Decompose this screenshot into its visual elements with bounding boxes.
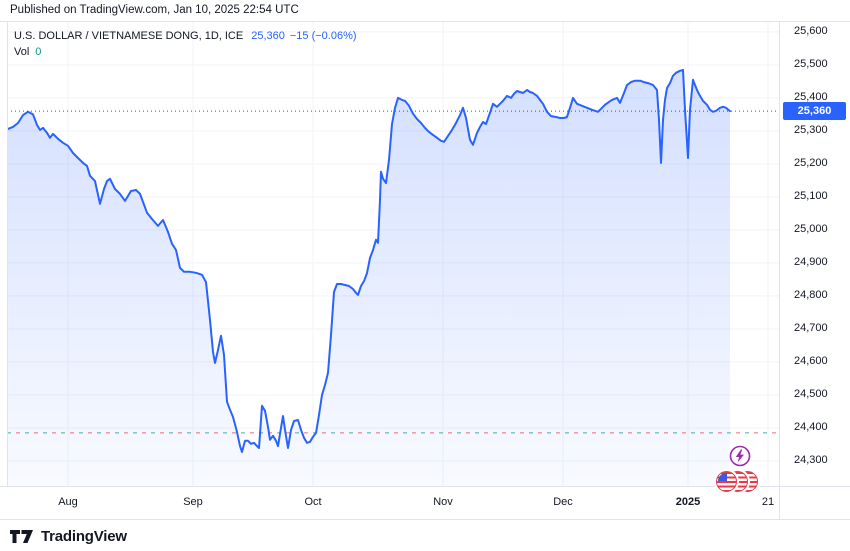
y-axis-tick-label: 25,300 [794,123,828,136]
price-line-series [7,68,731,453]
x-axis-tick-label: Dec [553,496,573,508]
footer: TradingView [0,520,850,551]
tradingview-logo[interactable]: TradingView [10,528,127,545]
y-axis-tick-label: 24,300 [794,453,828,466]
tradingview-logo-icon [10,530,33,543]
time-axis[interactable]: Aug Sep Oct Nov Dec 2025 21 [7,487,779,519]
y-axis-tick-label: 25,100 [794,189,828,202]
y-axis-tick-label: 24,400 [794,420,828,433]
flag-us-icon [716,471,737,492]
y-axis-tick-label: 24,500 [794,387,828,400]
plot-bottom-border [0,486,850,487]
y-axis-tick-label: 25,400 [794,90,828,103]
x-axis-tick-label: 21 [761,496,775,508]
lightning-icon[interactable] [729,445,751,467]
volume-value: 0 [35,46,42,59]
tradingview-brand-text: TradingView [41,528,127,545]
y-axis-tick-label: 24,600 [794,354,828,367]
published-text: Published on TradingView.com, Jan 10, 20… [10,4,299,16]
plot-left-border [7,22,8,486]
x-axis-tick-label: Aug [58,496,78,508]
price-change-value: −15 (−0.06%) [289,30,357,43]
volume-label[interactable]: Vol [14,46,30,59]
last-price-value: 25,360 [251,30,285,43]
y-axis-tick-label: 24,900 [794,255,828,268]
price-chart[interactable] [7,22,779,486]
x-axis-tick-label: Sep [183,496,203,508]
x-axis-tick-label: Oct [304,496,322,508]
flags-stack-icon[interactable] [716,471,762,494]
y-axis-tick-label: 25,000 [794,222,828,235]
footer-separator [0,519,850,520]
chart-legend: U.S. DOLLAR / VIETNAMESE DONG, 1D, ICE 25… [14,30,357,58]
x-axis-tick-label: 2025 [675,496,701,508]
symbol-title[interactable]: U.S. DOLLAR / VIETNAMESE DONG, 1D, ICE [14,30,244,43]
y-axis-tick-label: 25,200 [794,156,828,169]
y-axis-tick-label: 24,700 [794,321,828,334]
price-axis-separator [779,22,780,519]
y-axis-tick-label: 25,600 [794,24,828,37]
publish-bar: Published on TradingView.com, Jan 10, 20… [0,0,850,22]
y-axis-tick-label: 24,800 [794,288,828,301]
price-axis[interactable]: 25,360 25,600 25,500 25,400 25,300 25,200 25,… [780,22,850,486]
area-fill [8,69,730,486]
y-axis-tick-label: 25,500 [794,57,828,70]
current-price-badge: 25,360 [783,102,846,121]
x-axis-tick-label: Nov [433,496,453,508]
